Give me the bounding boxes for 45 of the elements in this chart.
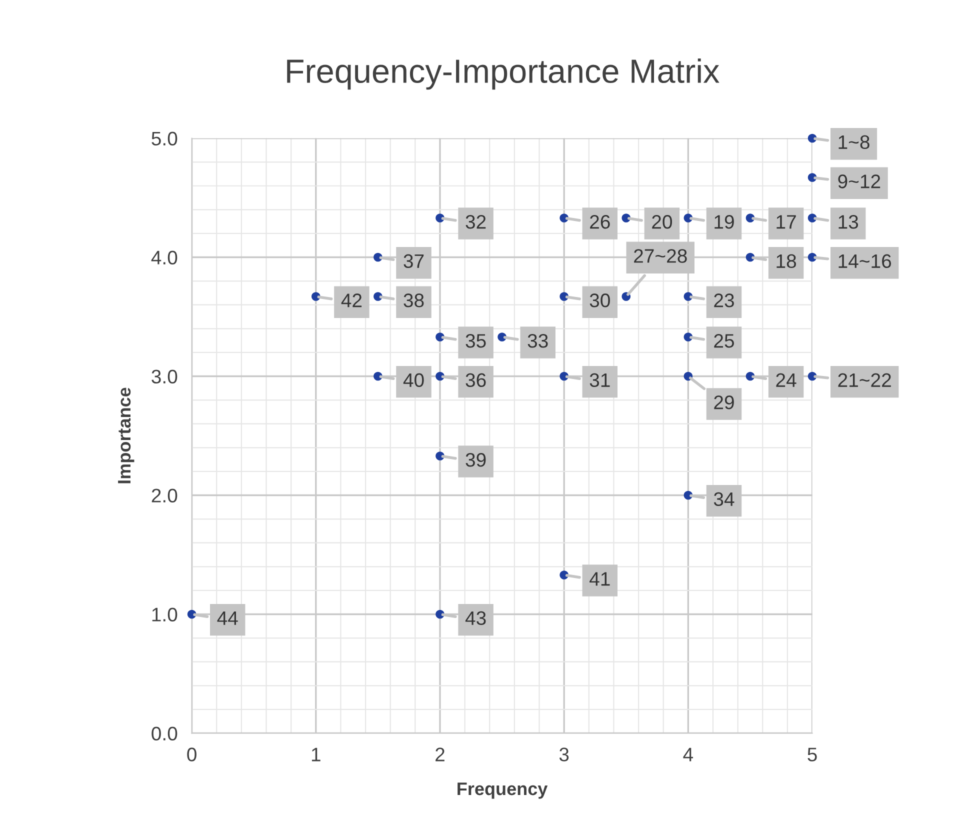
y-tick-label: 0.0: [152, 726, 178, 740]
annotation: 19: [714, 215, 734, 229]
x-tick-label: 1: [312, 748, 320, 762]
annotation: 18: [776, 254, 796, 268]
annotation: 41: [590, 572, 610, 586]
x-tick-label: 2: [436, 748, 444, 762]
annotation: 43: [465, 611, 486, 626]
annotation: 23: [714, 294, 734, 308]
annotation: 29: [714, 395, 734, 410]
annotation: 25: [714, 334, 734, 348]
annotation: 9~12: [838, 174, 880, 188]
annotation: 1~8: [838, 135, 870, 150]
annotation: 36: [466, 373, 486, 388]
x-tick-label: 5: [808, 748, 817, 762]
annotation: 32: [466, 215, 486, 229]
x-tick-label: 3: [559, 748, 569, 762]
annotation: 24: [776, 373, 796, 387]
x-tick-label: 4: [683, 748, 694, 762]
y-tick-label: 2.0: [152, 488, 178, 502]
annotation: 30: [590, 294, 610, 308]
annotation: 14~16: [838, 254, 892, 268]
annotation: 27~28: [634, 249, 687, 263]
annotation: 39: [466, 452, 486, 467]
y-tick-label: 4.0: [151, 250, 178, 265]
annotation: 42: [341, 294, 362, 308]
annotation: 44: [217, 611, 238, 625]
annotation: 35: [466, 334, 486, 348]
y-tick-label: 1.0: [152, 608, 178, 622]
annotation: 26: [590, 215, 610, 229]
annotation: 21~22: [838, 373, 891, 387]
annotation: 40: [403, 373, 424, 388]
annotation: 34: [714, 492, 734, 506]
chart-title: Frequency-Importance Matrix: [287, 58, 720, 90]
y-axis-title: Importance: [118, 388, 134, 484]
annotation: 37: [404, 254, 424, 268]
y-tick-label: 5.0: [152, 132, 178, 146]
annotation: 20: [652, 215, 672, 229]
y-tick-label: 3.0: [152, 370, 178, 384]
annotation: 33: [528, 334, 548, 348]
annotation: 31: [590, 373, 610, 388]
annotation: 13: [838, 215, 858, 229]
annotation: 38: [404, 294, 424, 308]
annotation: 17: [776, 215, 796, 229]
x-tick-label: 0: [187, 748, 196, 762]
x-axis-title: Frequency: [458, 782, 548, 799]
